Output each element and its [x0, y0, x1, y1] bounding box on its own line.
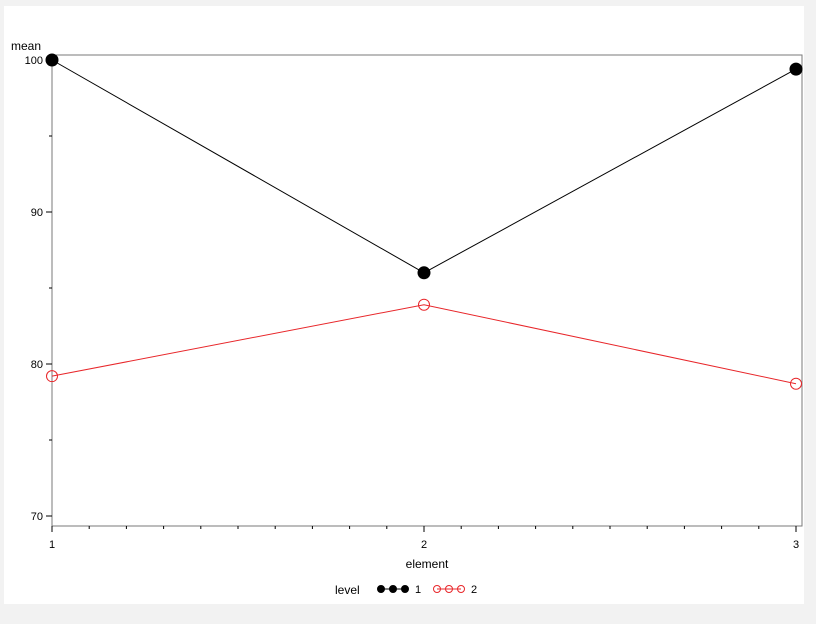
legend-item-2: 2: [433, 584, 477, 596]
legend: level 1 2: [335, 583, 477, 597]
series-1: [45, 53, 803, 280]
data-point: [789, 62, 803, 76]
data-point: [46, 370, 58, 383]
chart-frame: 70 80 90 100 1 2 3 mean element level 1 2: [4, 6, 804, 604]
series-2: [46, 298, 802, 390]
legend-marker: [433, 585, 441, 593]
legend-marker: [377, 585, 385, 593]
legend-marker: [401, 585, 409, 593]
x-tick-label: 1: [49, 539, 55, 551]
y-tick-label: 80: [31, 359, 43, 371]
series-line-1: [51, 59, 797, 274]
x-axis-label: element: [406, 557, 449, 571]
x-tick-label: 3: [793, 539, 799, 551]
line-chart: 70 80 90 100 1 2 3 mean element level 1 2: [11, 39, 803, 597]
legend-label: 2: [471, 584, 477, 596]
data-point: [45, 53, 59, 67]
legend-label: 1: [415, 584, 421, 596]
y-tick-label: 90: [31, 207, 43, 219]
y-tick-label: 70: [31, 511, 43, 523]
series-line-2: [51, 304, 797, 385]
plot-area: [51, 54, 803, 527]
legend-title: level: [335, 583, 360, 597]
data-point: [417, 266, 431, 280]
legend-marker: [389, 585, 397, 593]
legend-item-1: 1: [377, 584, 421, 596]
y-tick-label: 100: [25, 55, 43, 67]
data-point: [418, 298, 430, 311]
y-axis-label: mean: [11, 39, 41, 53]
x-tick-label: 2: [421, 539, 427, 551]
legend-marker: [457, 585, 465, 593]
data-point: [790, 377, 802, 390]
legend-marker: [445, 585, 453, 593]
